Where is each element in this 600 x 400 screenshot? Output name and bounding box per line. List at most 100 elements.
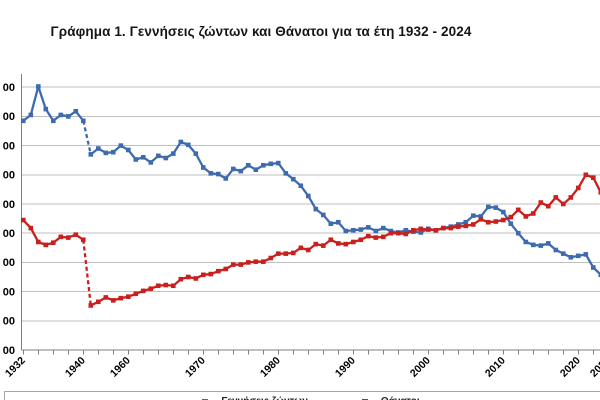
deaths-point-marker xyxy=(388,230,394,236)
births-point-marker xyxy=(178,139,184,145)
deaths-point-marker xyxy=(568,195,574,200)
births-point-marker xyxy=(66,114,71,119)
births-point-marker xyxy=(223,176,229,181)
deaths-point-marker xyxy=(598,190,600,195)
births-point-marker xyxy=(478,214,484,219)
births-gap-dashed-line xyxy=(82,120,92,155)
deaths-point-marker xyxy=(306,247,311,253)
deaths-line xyxy=(90,173,600,307)
births-point-marker xyxy=(118,143,124,148)
x-tick-label: 2010 xyxy=(483,355,508,380)
births-point-marker xyxy=(171,151,176,156)
series-births xyxy=(21,84,600,278)
births-point-marker xyxy=(96,146,101,151)
deaths-point-marker xyxy=(156,283,161,289)
deaths-point-marker xyxy=(531,211,536,216)
x-tick-label: 1980 xyxy=(258,355,283,380)
deaths-point-marker xyxy=(186,274,191,280)
deaths-point-marker xyxy=(43,242,49,248)
deaths-point-marker xyxy=(133,291,139,297)
births-point-marker xyxy=(133,157,139,162)
deaths-point-marker xyxy=(478,217,484,222)
deaths-point-marker xyxy=(441,225,446,231)
births-point-marker xyxy=(523,239,529,245)
x-tick-label: 1960 xyxy=(108,355,133,380)
births-point-marker xyxy=(501,209,506,215)
y-tick-label: 00 xyxy=(3,199,15,211)
deaths-point-marker xyxy=(403,231,409,237)
legend-label-births: Γεννήσεις ζώντων xyxy=(221,396,308,400)
y-tick-label: 00 xyxy=(3,140,15,152)
y-tick-label: 00 xyxy=(3,111,15,123)
births-point-marker xyxy=(193,151,199,156)
deaths-point-marker xyxy=(126,294,131,300)
deaths-point-marker xyxy=(298,245,304,251)
deaths-point-marker xyxy=(238,262,244,267)
deaths-point-marker xyxy=(358,237,364,243)
deaths-point-marker xyxy=(516,207,521,213)
deaths-point-marker xyxy=(163,282,169,288)
deaths-point-marker xyxy=(448,225,454,231)
deaths-point-marker xyxy=(336,241,341,246)
births-point-marker xyxy=(591,265,596,270)
births-point-marker xyxy=(313,206,319,212)
births-point-marker xyxy=(156,153,161,159)
births-point-marker xyxy=(568,254,574,260)
x-tick-label: 1970 xyxy=(183,355,208,380)
deaths-point-marker xyxy=(118,295,124,301)
births-point-marker xyxy=(576,253,581,259)
births-point-marker xyxy=(471,213,476,218)
births-point-marker xyxy=(208,171,214,176)
births-point-marker xyxy=(216,171,221,177)
births-point-marker xyxy=(381,225,386,231)
chart-title: Γράφημα 1. Γεννήσεις ζώντων και Θάνατοι … xyxy=(50,24,472,39)
x-tick-label: 2024 xyxy=(588,355,600,380)
deaths-point-marker xyxy=(253,259,259,264)
deaths-point-marker xyxy=(141,288,146,294)
deaths-point-marker xyxy=(51,240,56,245)
births-point-marker xyxy=(261,163,266,168)
births-point-marker xyxy=(516,230,521,236)
deaths-point-marker xyxy=(493,219,499,224)
x-tick-label: 1990 xyxy=(333,355,358,380)
births-point-marker xyxy=(141,154,146,160)
deaths-point-marker xyxy=(463,223,469,229)
deaths-point-marker xyxy=(321,243,326,248)
births-point-marker xyxy=(343,228,349,234)
births-point-marker xyxy=(553,247,559,253)
y-tick-label: 00 xyxy=(3,82,15,94)
y-tick-label: 00 xyxy=(3,228,15,240)
deaths-point-marker xyxy=(553,195,559,200)
deaths-point-marker xyxy=(328,237,334,243)
deaths-point-marker xyxy=(538,200,544,205)
births-point-marker xyxy=(268,161,274,167)
deaths-point-marker xyxy=(28,225,34,231)
births-point-marker xyxy=(403,227,409,233)
deaths-point-marker xyxy=(111,298,116,303)
births-line xyxy=(90,140,600,276)
deaths-point-marker xyxy=(456,224,461,229)
deaths-point-marker xyxy=(418,226,424,232)
deaths-point-marker xyxy=(223,266,229,272)
births-point-marker xyxy=(148,160,154,165)
births-point-marker xyxy=(561,251,566,256)
births-point-marker xyxy=(28,112,34,118)
births-point-marker xyxy=(88,152,94,157)
births-point-marker xyxy=(306,193,311,199)
deaths-point-marker xyxy=(36,239,41,245)
legend-label-deaths: Θάνατοι xyxy=(381,396,420,400)
births-point-marker xyxy=(73,108,79,114)
births-point-marker xyxy=(276,160,281,166)
births-point-marker xyxy=(598,272,600,278)
deaths-point-marker xyxy=(381,234,386,240)
births-point-marker xyxy=(298,183,304,189)
x-tick-label: 1940 xyxy=(63,355,88,380)
deaths-point-marker xyxy=(58,234,64,240)
deaths-point-marker xyxy=(508,214,514,220)
deaths-point-marker xyxy=(283,251,289,256)
deaths-point-marker xyxy=(246,260,251,265)
deaths-point-marker xyxy=(313,241,319,247)
births-point-marker xyxy=(246,163,251,168)
births-point-marker xyxy=(21,118,26,124)
